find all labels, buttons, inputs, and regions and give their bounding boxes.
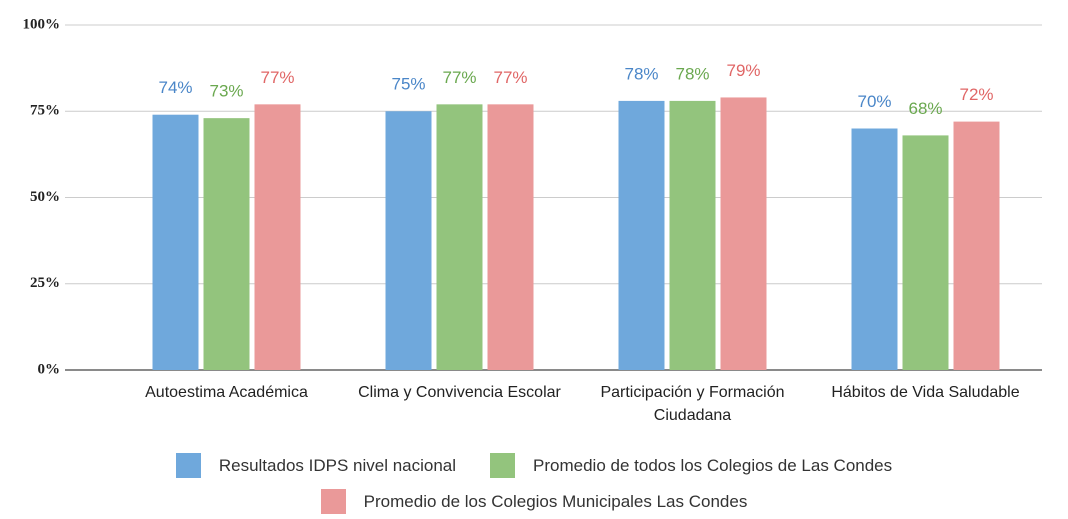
x-tick-label: Participación y Formación Ciudadana	[600, 384, 785, 424]
value-label: 70%	[857, 92, 891, 111]
value-label: 68%	[908, 99, 942, 118]
y-tick-label: 0%	[38, 361, 61, 377]
value-label: 75%	[391, 75, 425, 94]
bar	[436, 104, 483, 370]
bar	[152, 114, 199, 370]
legend-item: Promedio de los Colegios Municipales Las…	[320, 489, 748, 514]
legend-swatch	[175, 453, 201, 478]
legend-item: Promedio de todos los Colegios de Las Co…	[490, 453, 892, 478]
bar	[487, 104, 534, 370]
x-tick-label: Hábitos de Vida Saludable	[831, 384, 1020, 401]
legend-swatch	[320, 489, 346, 514]
x-tick-label: Clima y Convivencia Escolar	[358, 384, 561, 401]
y-tick-label: 25%	[30, 275, 60, 291]
legend-swatch	[490, 453, 516, 478]
legend: Resultados IDPS nivel nacional Promedio d…	[84, 453, 984, 514]
bar	[953, 121, 1000, 370]
value-label: 77%	[260, 68, 294, 87]
y-tick-label: 50%	[30, 189, 60, 205]
legend-item: Resultados IDPS nivel nacional	[175, 453, 457, 478]
bar	[254, 104, 301, 370]
y-tick-label: 75%	[30, 103, 60, 119]
legend-label: Resultados IDPS nivel nacional	[218, 456, 457, 475]
bar	[669, 100, 716, 371]
bar	[720, 97, 767, 370]
value-label: 78%	[675, 64, 709, 83]
bar	[851, 128, 898, 370]
bar	[203, 118, 250, 371]
x-tick-label: Autoestima Académica	[145, 384, 308, 401]
value-label: 77%	[442, 68, 476, 87]
value-label: 74%	[158, 78, 192, 97]
value-label: 78%	[624, 64, 658, 83]
value-label: 79%	[726, 61, 760, 80]
y-tick-label: 100%	[23, 16, 61, 32]
bar	[385, 111, 432, 370]
value-label: 73%	[209, 82, 243, 101]
bar	[618, 100, 665, 371]
bar	[902, 135, 949, 370]
legend-label: Promedio de todos los Colegios de Las Co…	[533, 456, 893, 475]
legend-label: Promedio de los Colegios Municipales Las…	[363, 492, 748, 511]
value-label: 77%	[493, 68, 527, 87]
value-label: 72%	[959, 85, 993, 104]
